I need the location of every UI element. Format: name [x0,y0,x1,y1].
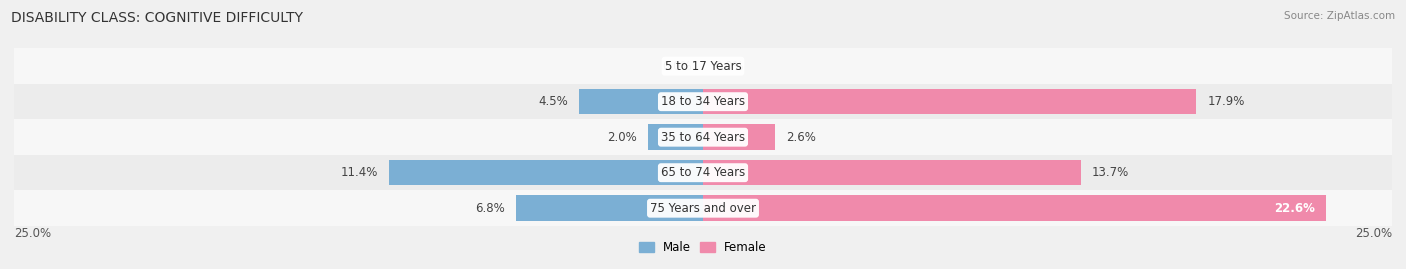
Text: 4.5%: 4.5% [538,95,568,108]
Bar [516,195,703,221]
Bar [703,160,1081,186]
Text: 17.9%: 17.9% [1208,95,1244,108]
Text: 65 to 74 Years: 65 to 74 Years [661,166,745,179]
Bar [579,89,703,115]
Text: Source: ZipAtlas.com: Source: ZipAtlas.com [1284,11,1395,21]
Bar [14,84,1392,119]
Text: 11.4%: 11.4% [340,166,378,179]
Text: 0.0%: 0.0% [714,60,744,73]
Text: 6.8%: 6.8% [475,202,505,215]
Text: 18 to 34 Years: 18 to 34 Years [661,95,745,108]
Bar [14,119,1392,155]
Text: 2.6%: 2.6% [786,131,815,144]
Text: 25.0%: 25.0% [1355,227,1392,240]
Text: 75 Years and over: 75 Years and over [650,202,756,215]
Bar [14,155,1392,190]
Text: 35 to 64 Years: 35 to 64 Years [661,131,745,144]
Bar [14,190,1392,226]
Bar [703,89,1197,115]
Text: 13.7%: 13.7% [1091,166,1129,179]
Bar [14,48,1392,84]
Text: 2.0%: 2.0% [607,131,637,144]
Text: 22.6%: 22.6% [1274,202,1315,215]
Legend: Male, Female: Male, Female [634,237,772,259]
Text: 25.0%: 25.0% [14,227,51,240]
Bar [648,124,703,150]
Text: DISABILITY CLASS: COGNITIVE DIFFICULTY: DISABILITY CLASS: COGNITIVE DIFFICULTY [11,11,304,25]
Text: 0.0%: 0.0% [662,60,692,73]
Bar [703,124,775,150]
Bar [703,195,1326,221]
Text: 5 to 17 Years: 5 to 17 Years [665,60,741,73]
Bar [389,160,703,186]
